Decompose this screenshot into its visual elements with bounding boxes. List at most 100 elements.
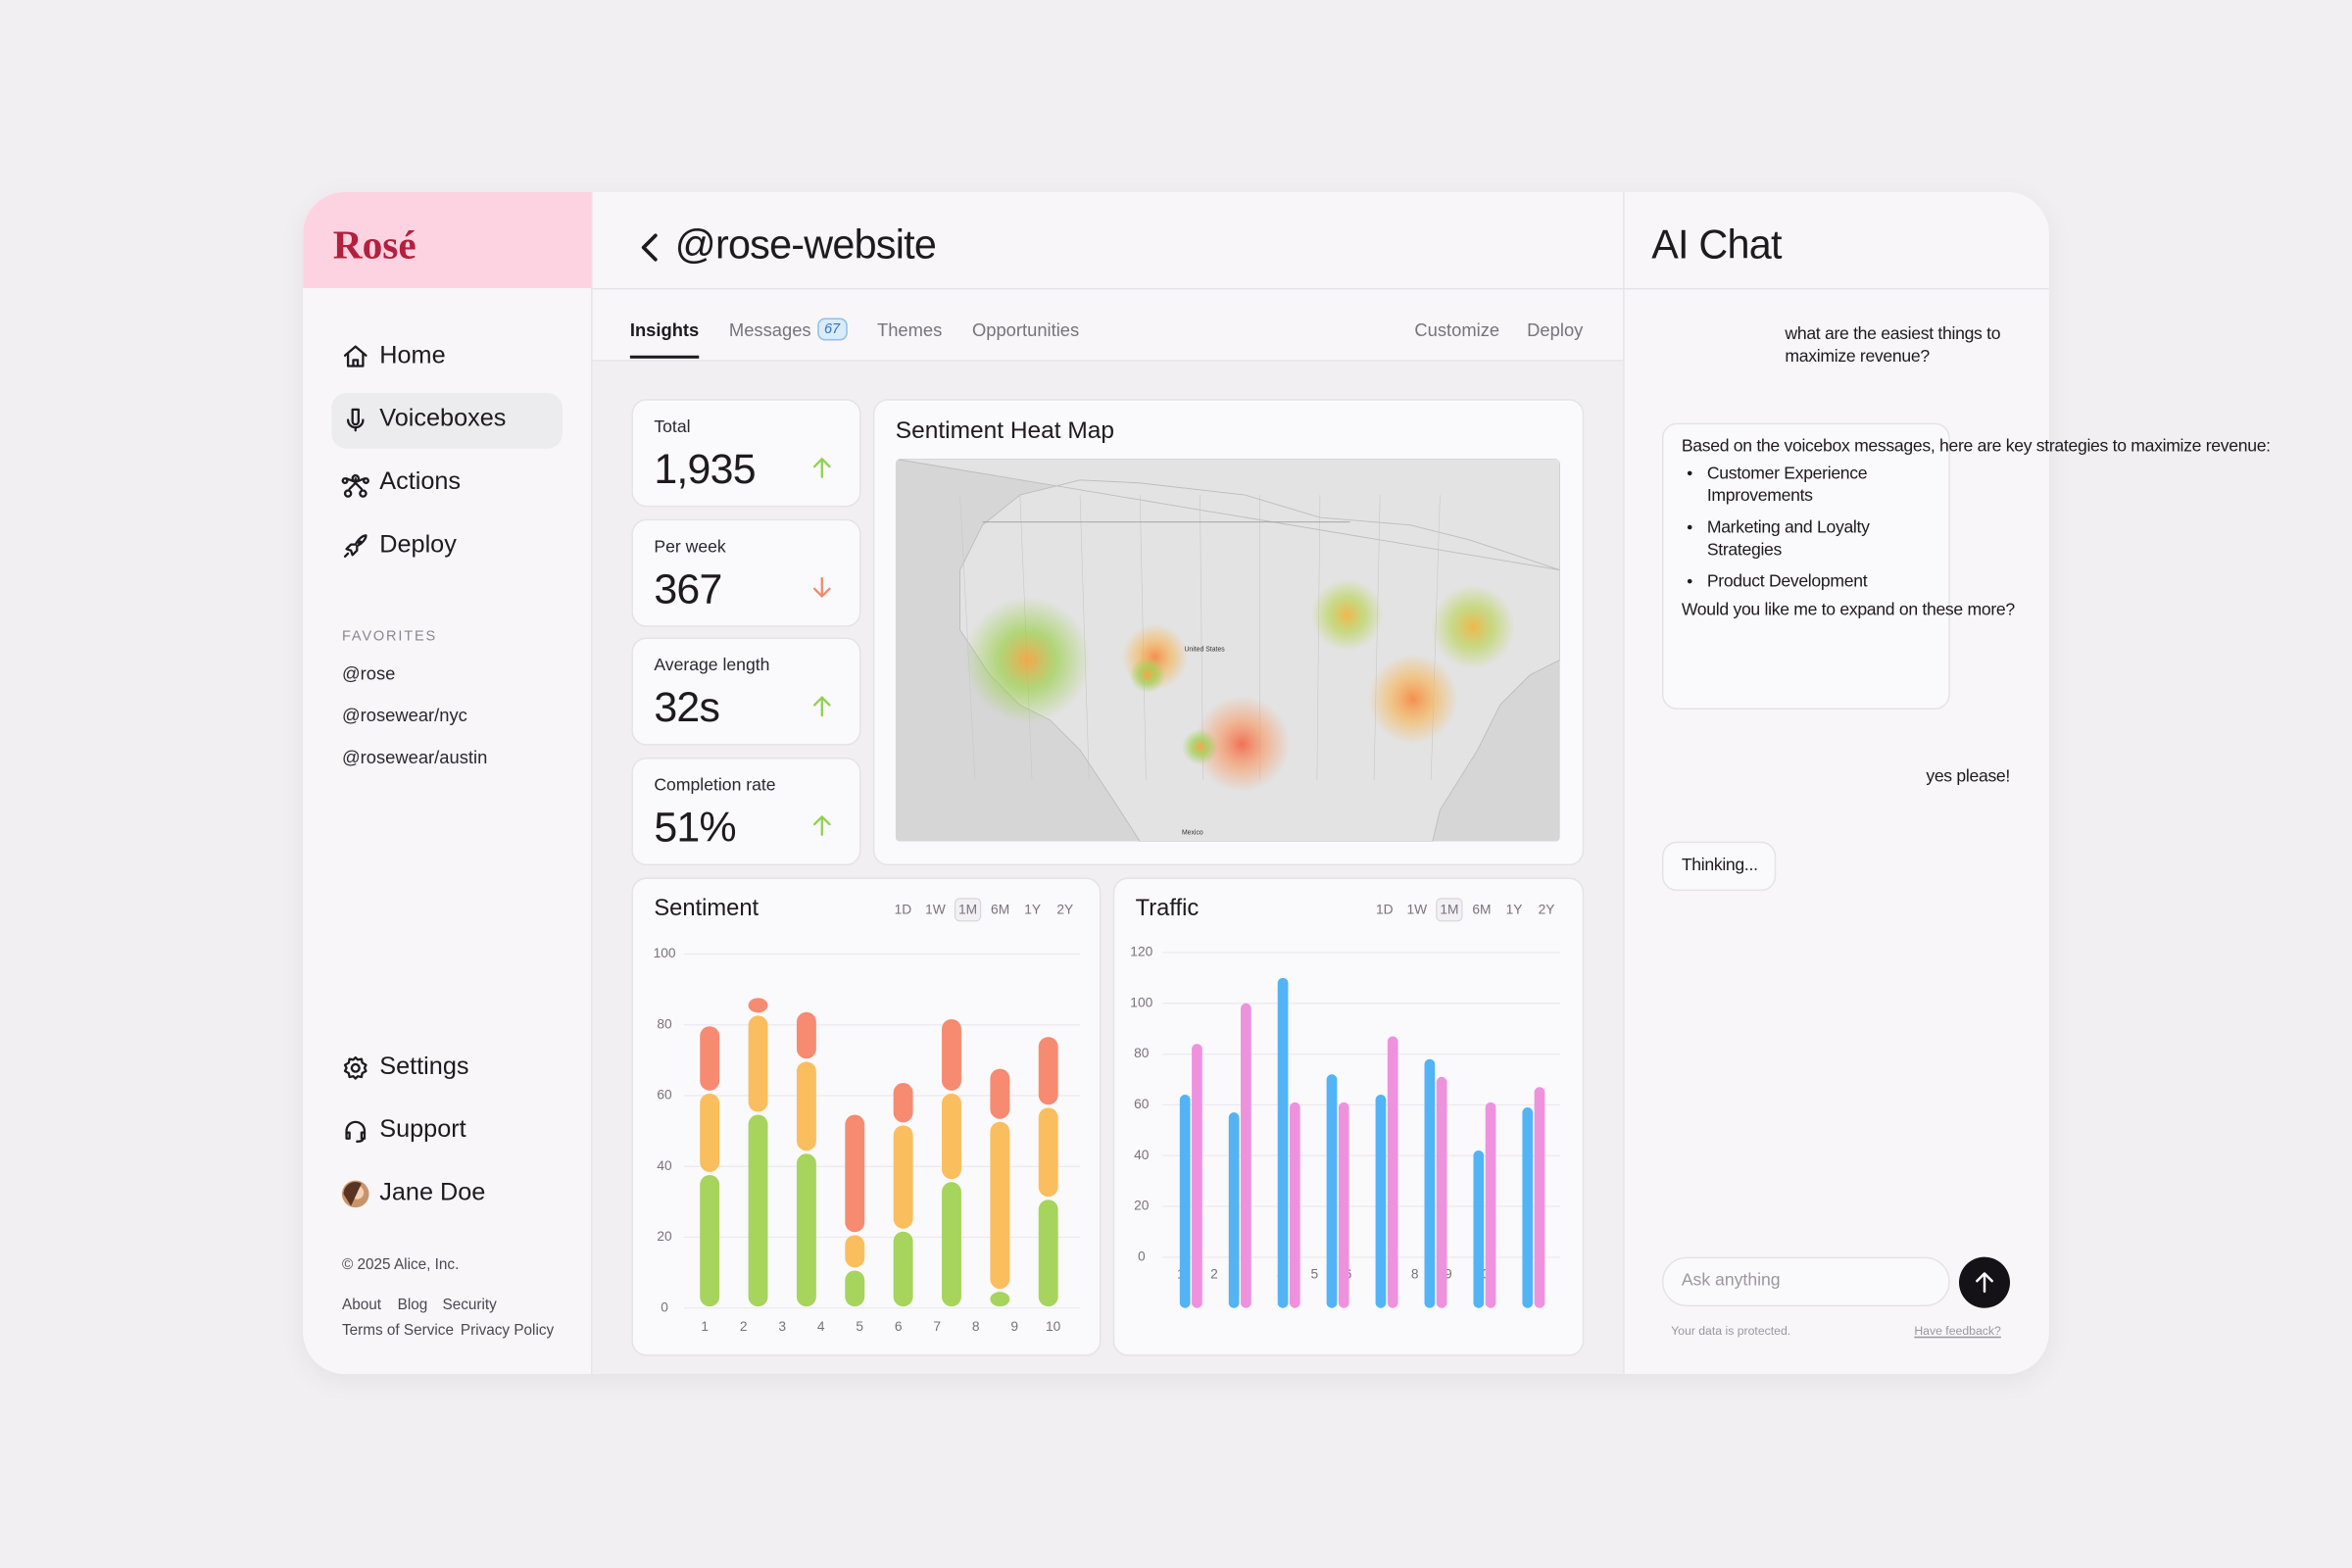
period-button: 1D bbox=[895, 903, 912, 917]
bar bbox=[1241, 1003, 1251, 1308]
x-tick-label: 6 bbox=[895, 1319, 903, 1334]
icon-path bbox=[345, 534, 368, 557]
heatmap-title: Sentiment Heat Map bbox=[895, 418, 1115, 445]
feedback-link[interactable]: Have feedback? bbox=[1914, 1324, 2001, 1339]
bar-segment bbox=[748, 1114, 768, 1307]
bar-segment bbox=[796, 1153, 816, 1307]
tab: Deploy bbox=[1527, 319, 1584, 341]
y-tick-label: 80 bbox=[657, 1016, 672, 1031]
assistant-message: Based on the voicebox messages, here are… bbox=[1661, 422, 2271, 710]
icon-path bbox=[345, 477, 367, 491]
footer-link: Privacy Policy bbox=[460, 1322, 555, 1340]
favorite-link: @rosewear/austin bbox=[341, 747, 488, 768]
heat-blob bbox=[1182, 728, 1218, 765]
nav-item: Deploy bbox=[379, 530, 457, 559]
chart-title: Traffic bbox=[1136, 896, 1200, 921]
bar bbox=[1522, 1106, 1534, 1308]
stat-value: 367 bbox=[654, 564, 722, 612]
bar-segment bbox=[990, 1121, 1010, 1290]
bullet: Marketing and Loyalty Strategies bbox=[1707, 516, 1931, 562]
x-tick-label: 10 bbox=[1046, 1319, 1061, 1334]
map: United States Mexico bbox=[895, 459, 1560, 842]
tabs-divider bbox=[592, 360, 1624, 362]
icon-path bbox=[345, 1120, 367, 1136]
icon-path bbox=[351, 408, 360, 426]
stat-label: Per week bbox=[654, 537, 726, 557]
stat-value: 51% bbox=[654, 803, 736, 851]
bar-segment bbox=[796, 1011, 816, 1059]
chat-divider bbox=[1623, 191, 1625, 1375]
icon-path bbox=[345, 1131, 351, 1140]
chat-note: Your data is protected. bbox=[1671, 1324, 1791, 1339]
period-button: 6M bbox=[991, 903, 1009, 917]
icon-path bbox=[812, 458, 831, 468]
footer-link: About bbox=[341, 1297, 381, 1314]
stat-card bbox=[631, 637, 861, 746]
logo: Rosé bbox=[332, 221, 416, 268]
page-title: @rose-website bbox=[674, 221, 937, 268]
send-arrow bbox=[1976, 1272, 1993, 1294]
bar bbox=[1338, 1102, 1349, 1308]
period-button: 1D bbox=[1376, 903, 1394, 917]
bar bbox=[1473, 1151, 1485, 1308]
copyright: © 2025 Alice, Inc. bbox=[341, 1256, 460, 1274]
bullet: Customer Experience Improvements bbox=[1707, 463, 1931, 508]
icon bbox=[341, 474, 369, 498]
bar bbox=[1289, 1102, 1300, 1308]
icon-path bbox=[356, 1137, 365, 1143]
x-tick-label: 5 bbox=[856, 1319, 863, 1334]
x-tick-label: 9 bbox=[1010, 1319, 1018, 1334]
y-tick-label: 0 bbox=[1138, 1250, 1146, 1264]
chat-title: AI Chat bbox=[1651, 221, 1782, 268]
stat-card bbox=[631, 399, 861, 508]
period-selected bbox=[1436, 898, 1463, 922]
bar-segment bbox=[893, 1125, 913, 1229]
heat-blob bbox=[1310, 578, 1384, 652]
icon bbox=[812, 815, 831, 836]
icon-path bbox=[343, 1055, 368, 1080]
bar bbox=[1424, 1058, 1436, 1308]
icon-path bbox=[343, 552, 350, 559]
footer-link: Blog bbox=[397, 1297, 428, 1314]
stat-label: Average length bbox=[654, 657, 770, 675]
nav-item: Support bbox=[379, 1115, 466, 1144]
x-tick-label: 2 bbox=[1210, 1267, 1218, 1282]
bullet: Product Development bbox=[1707, 570, 1931, 593]
y-tick-label: 40 bbox=[1134, 1148, 1150, 1162]
send-button[interactable] bbox=[1958, 1256, 2011, 1308]
bar-segment bbox=[1038, 1037, 1058, 1105]
tab: Customize bbox=[1414, 319, 1500, 341]
nav-selected bbox=[331, 393, 563, 449]
icon-path bbox=[812, 696, 831, 707]
map-border bbox=[959, 495, 976, 780]
bar-segment bbox=[845, 1270, 865, 1307]
y-tick-label: 100 bbox=[1130, 995, 1152, 1009]
icon-path bbox=[343, 489, 353, 498]
bar bbox=[1436, 1076, 1447, 1308]
bar-segment bbox=[700, 1026, 720, 1091]
bar-segment bbox=[748, 998, 768, 1013]
bar-segment bbox=[845, 1235, 865, 1268]
stat-value: 1,935 bbox=[654, 445, 756, 493]
icon bbox=[343, 1055, 368, 1080]
bar bbox=[1387, 1036, 1398, 1308]
heat-blob bbox=[1431, 584, 1515, 669]
sidebar-divider bbox=[591, 191, 593, 1375]
chat-input[interactable]: Ask anything bbox=[1661, 1256, 1950, 1307]
y-tick-label: 60 bbox=[657, 1088, 672, 1102]
tab: Insights bbox=[629, 319, 700, 341]
period-button: 1M bbox=[1440, 903, 1458, 917]
bar-segment bbox=[700, 1174, 720, 1307]
x-tick-label: 8 bbox=[1411, 1267, 1419, 1282]
y-tick-label: 20 bbox=[657, 1229, 672, 1244]
stat-card bbox=[631, 517, 861, 627]
bar-segment bbox=[942, 1093, 961, 1180]
period-button: 1M bbox=[958, 903, 977, 917]
stat-card bbox=[631, 757, 861, 865]
bar-segment bbox=[893, 1083, 913, 1123]
nav-item: Voiceboxes bbox=[379, 405, 507, 432]
y-tick-label: 60 bbox=[1134, 1097, 1150, 1111]
nav-item: Home bbox=[379, 341, 446, 369]
bar bbox=[1485, 1102, 1496, 1308]
